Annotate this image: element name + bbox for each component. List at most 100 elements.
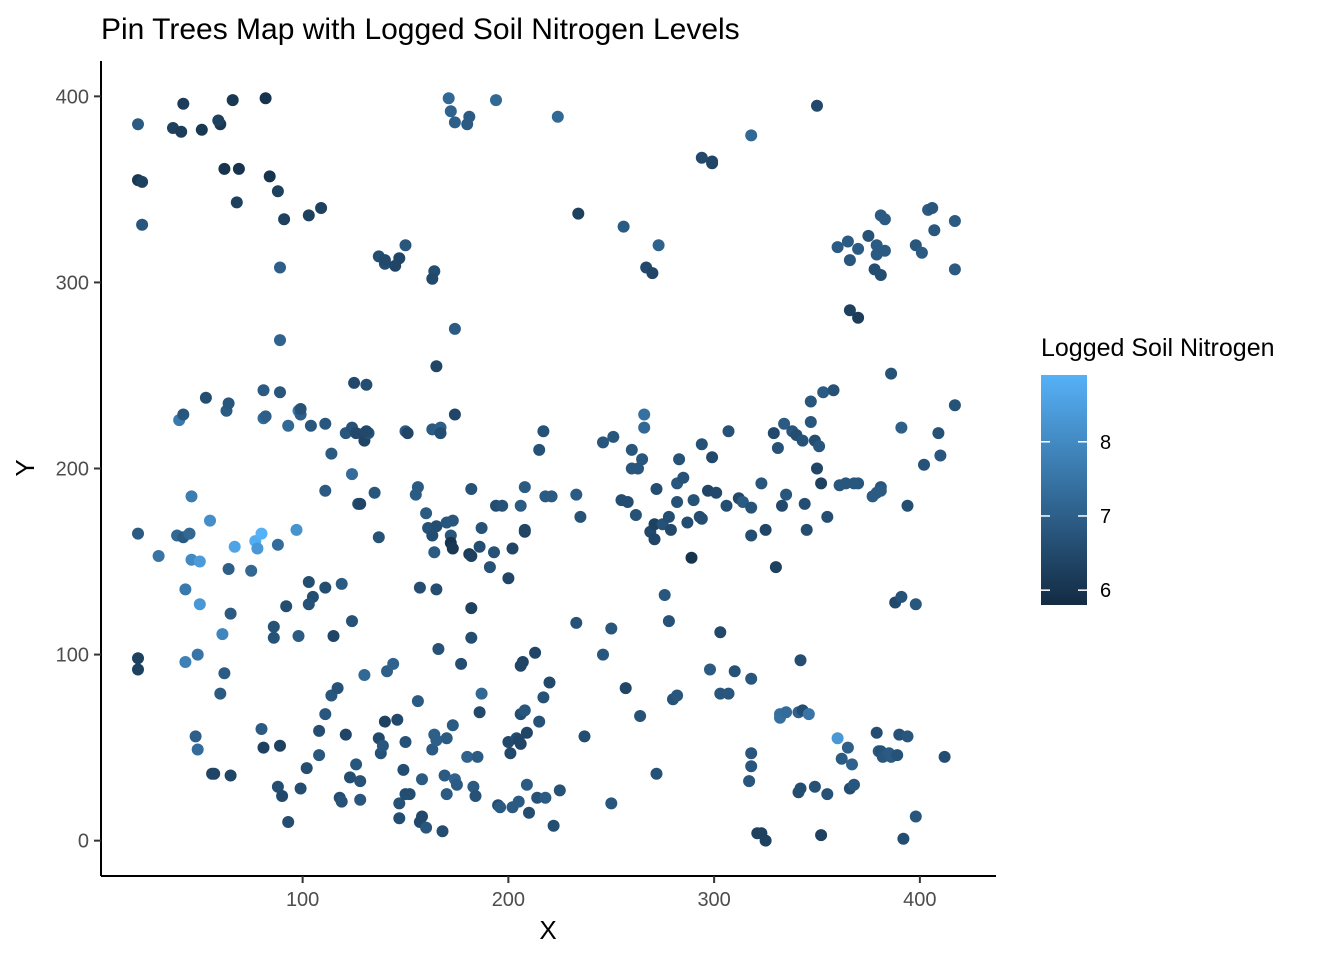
data-point (218, 667, 231, 680)
data-point (533, 443, 546, 456)
data-point (804, 416, 817, 428)
data-point (817, 386, 830, 399)
data-point (335, 577, 348, 590)
data-point (271, 538, 284, 551)
data-point (878, 213, 891, 226)
data-point (302, 576, 315, 588)
data-point (938, 750, 951, 763)
data-point (132, 652, 144, 665)
data-point (646, 267, 659, 280)
data-point (648, 518, 661, 531)
data-point (909, 598, 922, 611)
data-point (547, 819, 560, 832)
data-point (796, 434, 809, 447)
data-point (304, 419, 317, 432)
data-point (714, 687, 727, 700)
x-ticks: 100 200 300 400 (286, 876, 937, 911)
data-point (440, 788, 453, 801)
data-point (465, 483, 478, 495)
data-point (436, 825, 449, 838)
data-point (358, 669, 371, 681)
data-point (529, 646, 542, 659)
data-point (533, 715, 546, 728)
data-point (870, 726, 883, 739)
data-point (948, 399, 961, 412)
data-point (843, 304, 856, 317)
data-point (276, 790, 289, 802)
data-point (885, 367, 898, 380)
data-point (378, 715, 391, 728)
data-point (465, 631, 478, 644)
data-point (354, 775, 367, 788)
data-point (650, 767, 663, 780)
data-point (815, 477, 828, 490)
data-point (387, 657, 400, 670)
data-point (695, 438, 708, 451)
data-point (514, 737, 527, 750)
data-point (804, 395, 817, 408)
data-point (523, 806, 535, 819)
data-point (179, 583, 192, 596)
data-point (411, 481, 424, 494)
data-point (520, 778, 533, 791)
data-point (821, 788, 834, 801)
data-point (918, 458, 930, 471)
data-point (313, 749, 326, 762)
data-point (706, 155, 719, 168)
data-point (543, 676, 556, 689)
data-point (319, 581, 332, 594)
data-point (531, 791, 544, 804)
data-point (319, 708, 332, 721)
data-point (401, 427, 414, 440)
data-point (780, 706, 793, 719)
data-point (901, 730, 914, 743)
data-point (455, 657, 468, 670)
y-tick-label: 200 (56, 459, 89, 481)
data-point (504, 747, 517, 760)
data-point (346, 468, 358, 481)
y-tick-label: 100 (56, 645, 89, 667)
data-point (191, 743, 204, 756)
data-point (267, 631, 280, 644)
data-point (152, 550, 165, 562)
data-point (463, 110, 476, 123)
data-point (821, 510, 834, 523)
legend-tick-label: 7 (1100, 506, 1111, 528)
data-point (475, 687, 488, 700)
x-tick-label: 200 (492, 889, 525, 911)
data-point (570, 616, 583, 629)
data-point (506, 542, 519, 555)
data-point (948, 263, 961, 276)
data-point (662, 615, 675, 628)
data-point (597, 648, 609, 661)
data-point (335, 795, 348, 808)
data-point (891, 749, 904, 762)
data-point (673, 453, 686, 466)
data-point (502, 572, 515, 585)
data-point (228, 540, 241, 553)
data-point (874, 484, 887, 497)
data-point (183, 527, 196, 540)
data-point (274, 261, 286, 274)
data-point (136, 218, 149, 231)
data-point (344, 771, 356, 784)
x-tick-label: 300 (697, 889, 730, 911)
data-point (671, 496, 684, 508)
data-point (224, 769, 237, 782)
data-point (813, 440, 826, 453)
x-axis-title: X (539, 915, 556, 945)
data-point (368, 486, 381, 499)
x-tick-label: 100 (286, 889, 319, 911)
data-point (605, 622, 618, 635)
data-point (745, 672, 758, 685)
data-point (461, 750, 474, 763)
data-point (662, 510, 675, 523)
data-point (204, 514, 216, 527)
data-point (177, 97, 190, 110)
data-point (841, 741, 854, 754)
data-point (251, 542, 264, 555)
data-point (218, 162, 231, 175)
data-point (271, 185, 284, 198)
data-point (695, 151, 708, 164)
data-point (136, 175, 149, 188)
